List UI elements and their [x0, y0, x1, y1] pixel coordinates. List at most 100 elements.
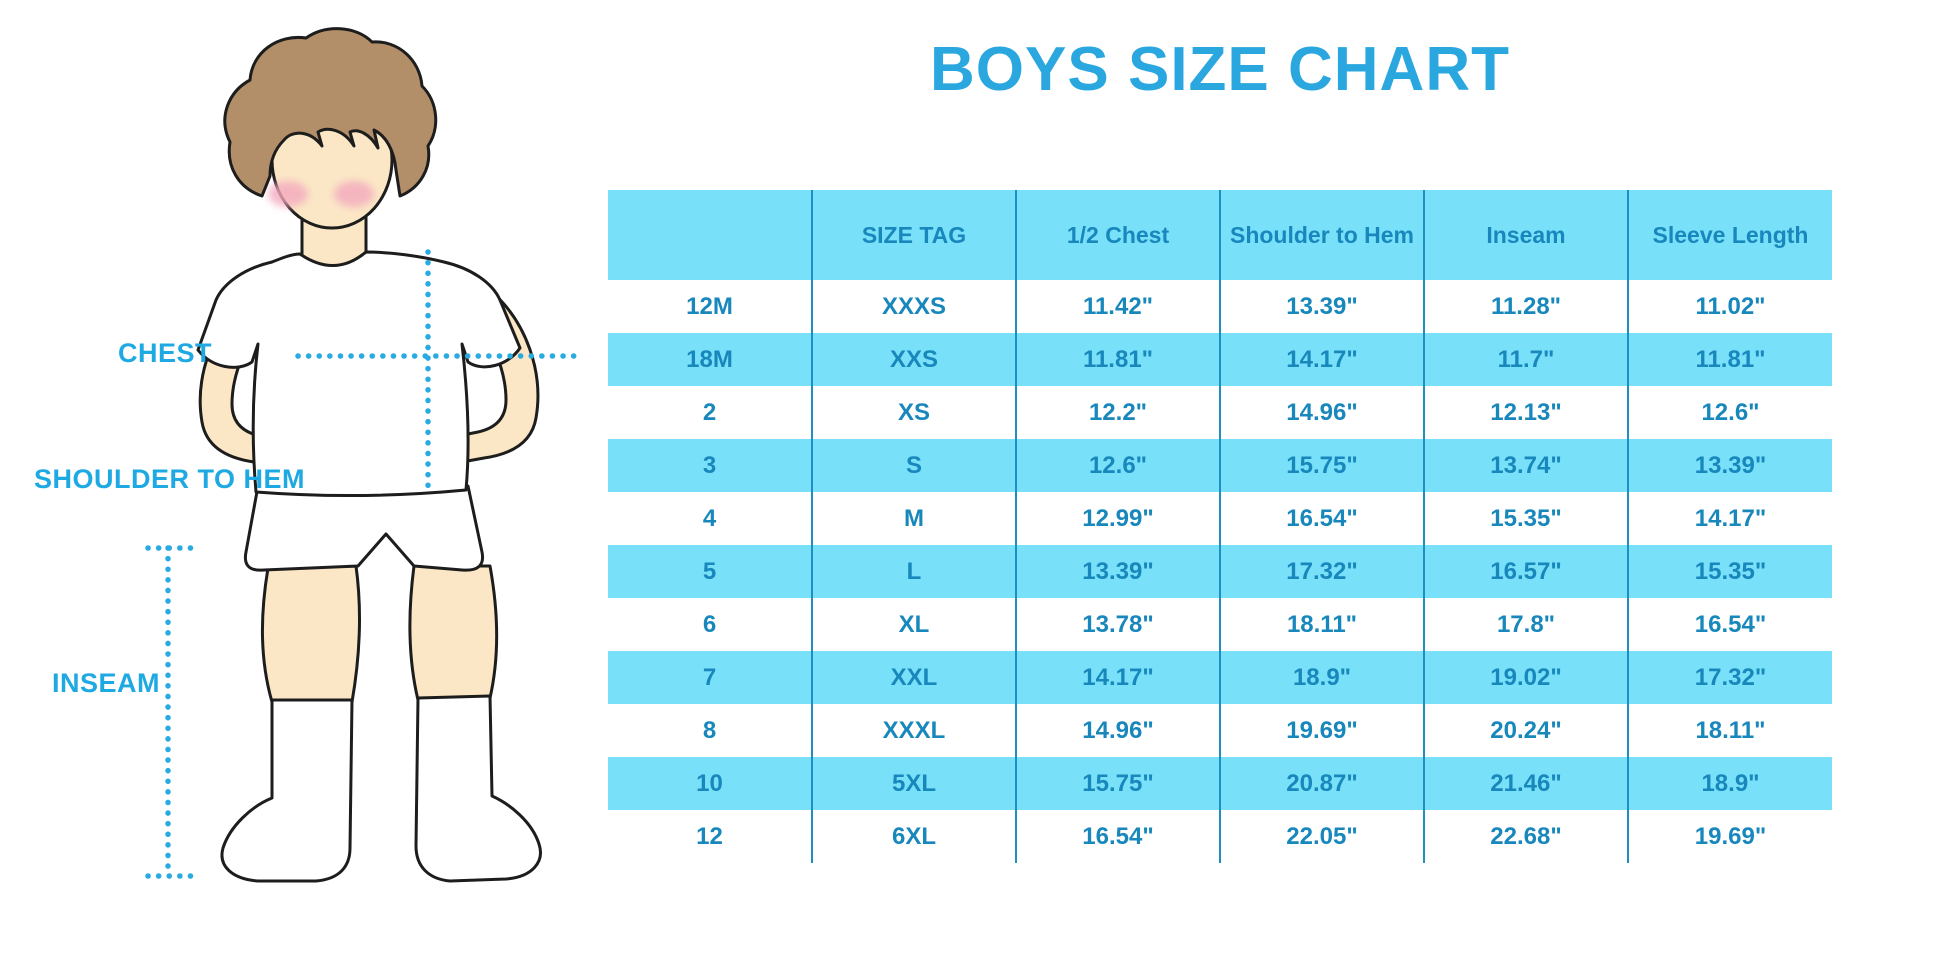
table-cell: 14.17" [1219, 333, 1424, 386]
table-cell: 15.35" [1627, 545, 1832, 598]
boy-shorts [243, 484, 485, 572]
table-cell: 11.81" [1015, 333, 1220, 386]
table-header: SIZE TAG 1/2 Chest Shoulder to Hem Inseam Sl… [608, 190, 1832, 280]
table-row: 6 XL 13.78" 18.11" 17.8" 16.54" [608, 598, 1832, 651]
chest-label: CHEST [118, 338, 213, 368]
table-cell: 17.8" [1423, 598, 1628, 651]
measurement-guides [145, 249, 578, 879]
table-cell: 12.2" [1015, 386, 1220, 439]
boy-illustration [145, 27, 578, 883]
table-cell: L [811, 545, 1016, 598]
shoulder-to-hem-label: SHOULDER TO HEM [34, 464, 306, 494]
table-cell: 18.9" [1627, 757, 1832, 810]
table-cell: 12.99" [1015, 492, 1220, 545]
inseam-label: INSEAM [52, 668, 161, 698]
row-size-label: 12M [686, 292, 733, 320]
table-row: 4 M 12.99" 16.54" 15.35" 14.17" [608, 492, 1832, 545]
table-row: 8 XXXL 14.96" 19.69" 20.24" 18.11" [608, 704, 1832, 757]
table-header-row: SIZE TAG 1/2 Chest Shoulder to Hem Inseam Sl… [608, 190, 1832, 280]
column-header: Inseam [1423, 190, 1628, 280]
table-cell: 11.28" [1423, 280, 1628, 333]
boy-blush-right [334, 181, 374, 207]
boy-hair [223, 27, 438, 198]
table-cell: 14.17" [1015, 651, 1220, 704]
boy-tshirt [196, 250, 522, 498]
row-size-label: 5 [702, 557, 717, 585]
table-cell: 16.54" [1015, 810, 1220, 863]
row-size-label: 4 [702, 504, 717, 532]
table-cell: 5XL [811, 757, 1016, 810]
table-cell: M [811, 492, 1016, 545]
page-title: BOYS SIZE CHART [930, 35, 1510, 104]
table-cell: 15.75" [1219, 439, 1424, 492]
table-cell: 19.69" [1627, 810, 1832, 863]
table-cell: 14.96" [1015, 704, 1220, 757]
table-cell: XL [811, 598, 1016, 651]
table-cell: 15.75" [1015, 757, 1220, 810]
table-cell: 11.02" [1627, 280, 1832, 333]
column-header-empty [608, 190, 812, 280]
table-cell: 11.42" [1015, 280, 1220, 333]
table-cell: 11.7" [1423, 333, 1628, 386]
table-row: 7 XXL 14.17" 18.9" 19.02" 17.32" [608, 651, 1832, 704]
table-row: 10 5XL 15.75" 20.87" 21.46" 18.9" [608, 757, 1832, 810]
column-header: Sleeve Length [1627, 190, 1832, 280]
table-cell: 14.17" [1627, 492, 1832, 545]
table-cell: 20.87" [1219, 757, 1424, 810]
row-size-label: 10 [696, 769, 723, 797]
table-cell: XXL [811, 651, 1016, 704]
boy-right-sock [414, 694, 542, 883]
table-row: 18M XXS 11.81" 14.17" 11.7" 11.81" [608, 333, 1832, 386]
table-cell: XXXS [811, 280, 1016, 333]
boy-left-sock [220, 698, 354, 883]
table-cell: 12.6" [1015, 439, 1220, 492]
table-cell: 22.68" [1423, 810, 1628, 863]
row-size-label: 18M [686, 345, 733, 373]
column-header: SIZE TAG [811, 190, 1016, 280]
row-size-label: 7 [702, 663, 717, 691]
boy-right-leg [408, 564, 499, 702]
table-cell: 12.6" [1627, 386, 1832, 439]
table-cell: 18.11" [1219, 598, 1424, 651]
table-body: 12M XXXS 11.42" 13.39" 11.28" 11.02" 18M XXS 11.… [608, 280, 1832, 863]
table-cell: 18.11" [1627, 704, 1832, 757]
table-row: 5 L 13.39" 17.32" 16.57" 15.35" [608, 545, 1832, 598]
table-cell: 12.13" [1423, 386, 1628, 439]
table-row: 12M XXXS 11.42" 13.39" 11.28" 11.02" [608, 280, 1832, 333]
table-row: 2 XS 12.2" 14.96" 12.13" 12.6" [608, 386, 1832, 439]
row-size-label: 3 [702, 451, 717, 479]
table-cell: 11.81" [1627, 333, 1832, 386]
table-cell: 13.74" [1423, 439, 1628, 492]
table-cell: S [811, 439, 1016, 492]
table-cell: 17.32" [1219, 545, 1424, 598]
table-cell: 18.9" [1219, 651, 1424, 704]
table-cell: 21.46" [1423, 757, 1628, 810]
table-cell: 14.96" [1219, 386, 1424, 439]
table-cell: 15.35" [1423, 492, 1628, 545]
table-cell: 13.78" [1015, 598, 1220, 651]
table-cell: 6XL [811, 810, 1016, 863]
table-cell: 17.32" [1627, 651, 1832, 704]
table-cell: 16.54" [1627, 598, 1832, 651]
column-header: 1/2 Chest [1015, 190, 1220, 280]
table-cell: 13.39" [1219, 280, 1424, 333]
table-cell: 16.54" [1219, 492, 1424, 545]
table-row: 3 S 12.6" 15.75" 13.74" 13.39" [608, 439, 1832, 492]
table-cell: 13.39" [1627, 439, 1832, 492]
boy-left-leg [260, 564, 361, 704]
table-cell: 22.05" [1219, 810, 1424, 863]
boy-blush-left [268, 181, 308, 207]
table-cell: XXXL [811, 704, 1016, 757]
table-cell: XS [811, 386, 1016, 439]
row-size-label: 2 [702, 398, 717, 426]
row-size-label: 8 [702, 716, 717, 744]
table-cell: 13.39" [1015, 545, 1220, 598]
table-cell: 20.24" [1423, 704, 1628, 757]
table-cell: 19.02" [1423, 651, 1628, 704]
row-size-label: 12 [696, 822, 723, 850]
table-cell: 19.69" [1219, 704, 1424, 757]
column-header: Shoulder to Hem [1219, 190, 1424, 280]
table-cell: XXS [811, 333, 1016, 386]
row-size-label: 6 [702, 610, 717, 638]
